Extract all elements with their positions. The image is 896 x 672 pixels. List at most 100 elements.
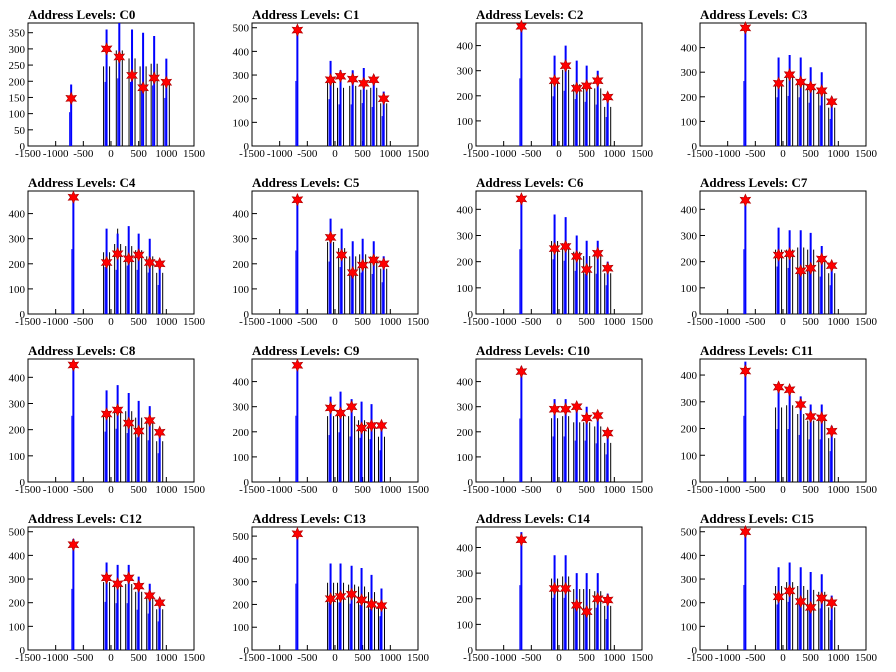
y-tick-label: 300 bbox=[233, 402, 250, 414]
level-marker bbox=[794, 264, 807, 278]
x-tick-label: 1000 bbox=[603, 148, 626, 160]
x-tick-label: -500 bbox=[521, 316, 542, 328]
panel-c3: Address Levels: C3 0 100 200 300 400 -1500 -100… bbox=[681, 7, 878, 160]
y-tick-label: 300 bbox=[681, 574, 698, 586]
x-tick-label: 0 bbox=[780, 484, 786, 496]
x-tick-label: -500 bbox=[521, 652, 542, 664]
y-tick-label: 100 bbox=[9, 284, 26, 296]
level-marker bbox=[345, 587, 358, 601]
level-marker bbox=[783, 67, 796, 82]
level-marker bbox=[739, 364, 752, 378]
y-tick-label: 300 bbox=[9, 398, 26, 410]
y-tick-label: 0 bbox=[468, 309, 474, 321]
x-tick-label: 1000 bbox=[155, 316, 178, 328]
panel-title: Address Levels: C3 bbox=[700, 7, 808, 22]
level-marker bbox=[591, 408, 604, 423]
y-tick-label: 300 bbox=[9, 234, 26, 246]
y-tick-label: 0 bbox=[468, 141, 474, 153]
level-marker bbox=[100, 407, 113, 421]
level-marker bbox=[111, 403, 124, 417]
y-tick-label: 0 bbox=[468, 645, 474, 657]
y-tick-label: 300 bbox=[9, 574, 26, 586]
level-marker bbox=[291, 23, 304, 37]
level-marker bbox=[772, 380, 785, 394]
level-marker bbox=[804, 261, 817, 275]
level-marker bbox=[548, 581, 561, 596]
level-marker bbox=[324, 73, 337, 87]
level-marker bbox=[570, 249, 583, 264]
y-tick-label: 300 bbox=[233, 577, 250, 589]
x-tick-label: -500 bbox=[73, 652, 94, 664]
panel-c4: Address Levels: C4 0 100 200 300 400 -1500 -100… bbox=[9, 175, 206, 328]
y-tick-label: 100 bbox=[457, 116, 474, 128]
y-tick-label: 200 bbox=[457, 594, 474, 606]
y-tick-label: 300 bbox=[681, 230, 698, 242]
y-tick-label: 100 bbox=[9, 621, 26, 633]
level-marker bbox=[291, 527, 304, 541]
level-marker bbox=[324, 592, 337, 606]
x-tick-label: -1500 bbox=[463, 148, 489, 160]
level-marker bbox=[111, 577, 124, 591]
panel-title: Address Levels: C5 bbox=[252, 175, 360, 190]
x-tick-label: 0 bbox=[108, 484, 114, 496]
y-tick-label: 0 bbox=[468, 477, 474, 489]
y-tick-label: 0 bbox=[20, 645, 26, 657]
y-tick-label: 300 bbox=[681, 67, 698, 79]
level-marker bbox=[122, 571, 135, 585]
plot-frame bbox=[475, 22, 643, 147]
panel-c14: Address Levels: C14 0 100 200 300 400 -1500 -10… bbox=[457, 511, 654, 664]
x-tick-label: -1500 bbox=[239, 484, 265, 496]
x-tick-label: -500 bbox=[73, 316, 94, 328]
x-tick-label: -500 bbox=[745, 316, 766, 328]
level-marker bbox=[160, 75, 173, 89]
x-tick-label: 0 bbox=[780, 316, 786, 328]
y-tick-label: 200 bbox=[233, 94, 250, 106]
x-tick-label: 1000 bbox=[379, 484, 402, 496]
x-tick-label: 500 bbox=[130, 652, 147, 664]
x-tick-label: 1500 bbox=[407, 316, 430, 328]
x-tick-label: -500 bbox=[297, 652, 318, 664]
x-tick-label: 500 bbox=[802, 148, 819, 160]
panel-title: Address Levels: C12 bbox=[28, 511, 142, 526]
x-tick-label: 1000 bbox=[379, 148, 402, 160]
x-tick-label: -500 bbox=[745, 148, 766, 160]
y-tick-label: 400 bbox=[457, 543, 474, 555]
x-tick-label: 1500 bbox=[631, 148, 654, 160]
level-marker bbox=[739, 193, 752, 207]
y-tick-label: 300 bbox=[457, 402, 474, 414]
panel-title: Address Levels: C8 bbox=[28, 343, 136, 358]
x-tick-label: 1000 bbox=[379, 652, 402, 664]
level-marker bbox=[772, 76, 785, 91]
x-tick-label: -1000 bbox=[43, 316, 69, 328]
level-marker bbox=[548, 241, 561, 256]
y-tick-label: 200 bbox=[233, 599, 250, 611]
y-tick-label: 100 bbox=[457, 619, 474, 631]
panel-c12: Address Levels: C12 0 100 200 300 400 500 -1500… bbox=[9, 511, 206, 664]
level-marker bbox=[783, 584, 796, 598]
y-tick-label: 400 bbox=[233, 554, 250, 566]
level-marker bbox=[291, 193, 304, 207]
y-tick-label: 200 bbox=[457, 427, 474, 439]
y-tick-label: 100 bbox=[681, 621, 698, 633]
level-marker bbox=[804, 80, 817, 94]
y-tick-label: 0 bbox=[244, 477, 250, 489]
x-tick-label: -1000 bbox=[43, 148, 69, 160]
y-tick-label: 150 bbox=[9, 92, 26, 104]
level-marker bbox=[113, 50, 126, 64]
panel-title: Address Levels: C11 bbox=[700, 343, 813, 358]
level-marker bbox=[739, 21, 752, 35]
y-tick-label: 100 bbox=[457, 283, 474, 295]
x-tick-label: 0 bbox=[332, 652, 338, 664]
x-tick-label: -1000 bbox=[715, 148, 741, 160]
level-marker bbox=[559, 581, 572, 596]
x-tick-label: -1500 bbox=[239, 652, 265, 664]
y-tick-label: 0 bbox=[20, 141, 26, 153]
level-marker bbox=[377, 91, 390, 106]
level-marker bbox=[548, 402, 561, 416]
x-tick-label: -500 bbox=[745, 652, 766, 664]
level-marker bbox=[591, 246, 604, 261]
x-tick-label: -1000 bbox=[267, 484, 293, 496]
level-marker bbox=[559, 58, 572, 73]
y-tick-label: 400 bbox=[681, 370, 698, 382]
x-tick-label: -1000 bbox=[491, 652, 517, 664]
